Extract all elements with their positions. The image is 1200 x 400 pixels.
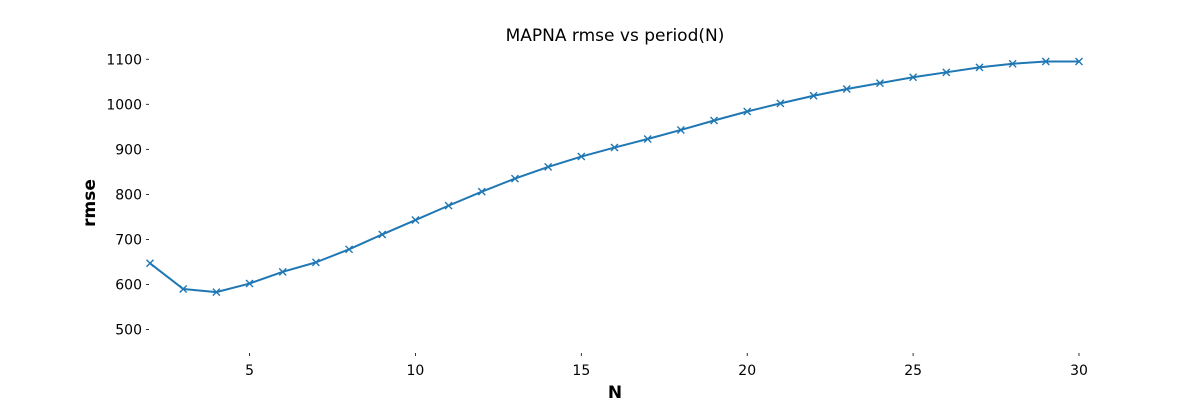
data-point-marker	[643, 134, 652, 143]
chart-title: MAPNA rmse vs period(N)	[506, 26, 725, 46]
data-point-marker	[278, 267, 287, 276]
data-point-marker	[610, 143, 619, 152]
data-point-marker	[311, 258, 320, 267]
data-point-marker	[411, 216, 420, 225]
x-tick-label: 10	[407, 363, 425, 379]
x-tick-label: 5	[245, 363, 254, 379]
data-point-marker	[909, 73, 918, 82]
data-point-marker	[1041, 57, 1050, 66]
data-point-marker	[710, 116, 719, 125]
data-point-marker	[245, 279, 254, 288]
x-tick-label: 15	[572, 363, 590, 379]
data-point-marker	[510, 174, 519, 183]
series-layer	[146, 57, 1083, 297]
y-axis-label: rmse	[80, 179, 100, 227]
y-tick-label: 700	[115, 232, 142, 248]
data-point-marker	[975, 63, 984, 72]
x-tick-label: 20	[738, 363, 756, 379]
data-point-marker	[676, 125, 685, 134]
data-point-marker	[477, 187, 486, 196]
data-point-marker	[809, 91, 818, 100]
data-point-marker	[577, 152, 586, 161]
data-point-marker	[212, 288, 221, 297]
x-tick-label: 30	[1070, 363, 1088, 379]
y-tick-label: 500	[115, 322, 142, 338]
data-point-marker	[179, 284, 188, 293]
data-point-marker	[544, 162, 553, 171]
x-axis-label: N	[608, 383, 622, 400]
x-axis: 5 10 15 20 25 30	[245, 353, 1088, 379]
data-point-marker	[345, 245, 354, 254]
y-tick-label: 1100	[106, 52, 142, 68]
data-point-marker	[875, 79, 884, 88]
data-point-marker	[743, 107, 752, 116]
data-point-marker	[146, 259, 154, 268]
data-point-marker	[1008, 59, 1017, 68]
y-axis: 500 600 700 800 900 1000 1100	[106, 52, 149, 338]
x-tick-label: 25	[904, 363, 922, 379]
y-tick-label: 600	[115, 277, 142, 293]
data-point-marker	[776, 99, 785, 108]
data-point-marker	[1075, 57, 1083, 66]
data-point-marker	[942, 68, 951, 77]
data-point-marker	[444, 201, 453, 210]
y-tick-label: 800	[115, 187, 142, 203]
y-tick-label: 900	[115, 142, 142, 158]
series-line	[149, 60, 1080, 294]
y-tick-label: 1000	[106, 97, 142, 113]
data-point-marker	[842, 84, 851, 93]
data-point-marker	[378, 230, 387, 239]
